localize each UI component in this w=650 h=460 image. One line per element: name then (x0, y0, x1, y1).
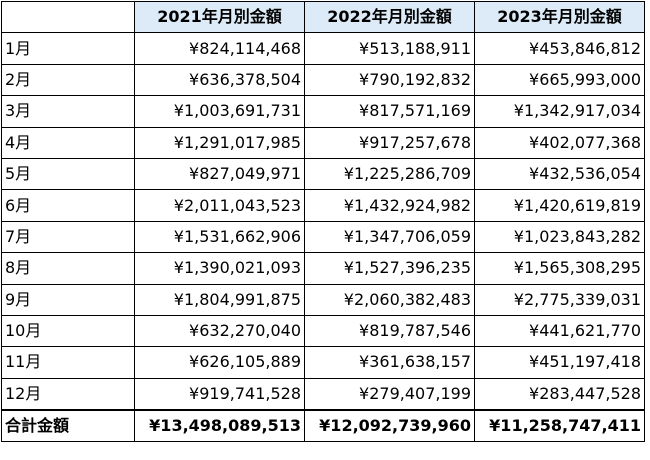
total-2023[interactable]: ¥11,258,747,411 (474, 409, 645, 443)
table-row: 6月 ¥2,011,043,523 ¥1,432,924,982 ¥1,420,619… (1, 189, 645, 222)
table-row: 4月 ¥1,291,017,985 ¥917,257,678 ¥402,077,368 (1, 126, 645, 159)
amount-cell-2022[interactable]: ¥2,060,382,483 (304, 283, 475, 316)
column-header-2021[interactable]: 2021年月別金額 (134, 0, 305, 34)
table-row: 11月 ¥626,105,889 ¥361,638,157 ¥451,197,418 (1, 346, 645, 379)
amount-cell-2023[interactable]: ¥283,447,528 (474, 377, 645, 411)
month-label[interactable]: 3月 (1, 95, 135, 128)
amount-cell-2021[interactable]: ¥636,378,504 (134, 63, 305, 97)
amount-cell-2023[interactable]: ¥432,536,054 (474, 157, 645, 191)
amount-cell-2021[interactable]: ¥827,049,971 (134, 157, 305, 191)
amount-cell-2021[interactable]: ¥626,105,889 (134, 346, 305, 379)
month-label[interactable]: 12月 (1, 377, 135, 411)
amount-cell-2023[interactable]: ¥1,565,308,295 (474, 252, 645, 285)
amount-cell-2022[interactable]: ¥917,257,678 (304, 126, 475, 159)
amount-cell-2022[interactable]: ¥817,571,169 (304, 95, 475, 128)
amount-cell-2021[interactable]: ¥632,270,040 (134, 314, 305, 348)
total-2022[interactable]: ¥12,092,739,960 (304, 409, 475, 443)
amount-cell-2022[interactable]: ¥1,432,924,982 (304, 189, 475, 222)
monthly-amount-table: 2021年月別金額 2022年月別金額 2023年月別金額 1月 ¥824,114… (1, 0, 645, 443)
amount-cell-2022[interactable]: ¥513,188,911 (304, 32, 475, 65)
amount-cell-2021[interactable]: ¥1,003,691,731 (134, 95, 305, 128)
amount-cell-2023[interactable]: ¥402,077,368 (474, 126, 645, 159)
month-label[interactable]: 6月 (1, 189, 135, 222)
amount-cell-2021[interactable]: ¥1,390,021,093 (134, 252, 305, 285)
amount-cell-2022[interactable]: ¥1,527,396,235 (304, 252, 475, 285)
amount-cell-2023[interactable]: ¥1,342,917,034 (474, 95, 645, 128)
amount-cell-2021[interactable]: ¥1,804,991,875 (134, 283, 305, 316)
table-row: 10月 ¥632,270,040 ¥819,787,546 ¥441,621,770 (1, 314, 645, 348)
column-header-2022[interactable]: 2022年月別金額 (304, 0, 475, 34)
amount-cell-2022[interactable]: ¥279,407,199 (304, 377, 475, 411)
amount-cell-2021[interactable]: ¥824,114,468 (134, 32, 305, 65)
total-row: 合計金額 ¥13,498,089,513 ¥12,092,739,960 ¥11… (1, 409, 645, 443)
month-label[interactable]: 4月 (1, 126, 135, 159)
column-header-2023[interactable]: 2023年月別金額 (474, 0, 645, 34)
amount-cell-2022[interactable]: ¥1,225,286,709 (304, 157, 475, 191)
table-row: 5月 ¥827,049,971 ¥1,225,286,709 ¥432,536,054 (1, 157, 645, 191)
month-label[interactable]: 9月 (1, 283, 135, 316)
month-label[interactable]: 1月 (1, 32, 135, 65)
table-row: 12月 ¥919,741,528 ¥279,407,199 ¥283,447,528 (1, 377, 645, 411)
month-label[interactable]: 7月 (1, 220, 135, 254)
table-row: 2月 ¥636,378,504 ¥790,192,832 ¥665,993,000 (1, 63, 645, 97)
total-label[interactable]: 合計金額 (1, 409, 135, 443)
table-row: 8月 ¥1,390,021,093 ¥1,527,396,235 ¥1,565,308… (1, 252, 645, 285)
month-label[interactable]: 10月 (1, 314, 135, 348)
amount-cell-2022[interactable]: ¥819,787,546 (304, 314, 475, 348)
amount-cell-2023[interactable]: ¥451,197,418 (474, 346, 645, 379)
amount-cell-2023[interactable]: ¥1,420,619,819 (474, 189, 645, 222)
amount-cell-2021[interactable]: ¥1,531,662,906 (134, 220, 305, 254)
amount-cell-2023[interactable]: ¥665,993,000 (474, 63, 645, 97)
amount-cell-2022[interactable]: ¥361,638,157 (304, 346, 475, 379)
month-label[interactable]: 2月 (1, 63, 135, 97)
header-row: 2021年月別金額 2022年月別金額 2023年月別金額 (1, 0, 645, 34)
corner-cell[interactable] (1, 0, 135, 34)
amount-cell-2022[interactable]: ¥1,347,706,059 (304, 220, 475, 254)
month-label[interactable]: 5月 (1, 157, 135, 191)
table-row: 7月 ¥1,531,662,906 ¥1,347,706,059 ¥1,023,843… (1, 220, 645, 254)
amount-cell-2023[interactable]: ¥441,621,770 (474, 314, 645, 348)
table-row: 3月 ¥1,003,691,731 ¥817,571,169 ¥1,342,917,0… (1, 95, 645, 128)
table-row: 1月 ¥824,114,468 ¥513,188,911 ¥453,846,812 (1, 32, 645, 65)
amount-cell-2021[interactable]: ¥1,291,017,985 (134, 126, 305, 159)
amount-cell-2023[interactable]: ¥1,023,843,282 (474, 220, 645, 254)
amount-cell-2021[interactable]: ¥2,011,043,523 (134, 189, 305, 222)
table-row: 9月 ¥1,804,991,875 ¥2,060,382,483 ¥2,775,339… (1, 283, 645, 316)
amount-cell-2021[interactable]: ¥919,741,528 (134, 377, 305, 411)
amount-cell-2022[interactable]: ¥790,192,832 (304, 63, 475, 97)
month-label[interactable]: 11月 (1, 346, 135, 379)
total-2021[interactable]: ¥13,498,089,513 (134, 409, 305, 443)
amount-cell-2023[interactable]: ¥453,846,812 (474, 32, 645, 65)
amount-cell-2023[interactable]: ¥2,775,339,031 (474, 283, 645, 316)
month-label[interactable]: 8月 (1, 252, 135, 285)
